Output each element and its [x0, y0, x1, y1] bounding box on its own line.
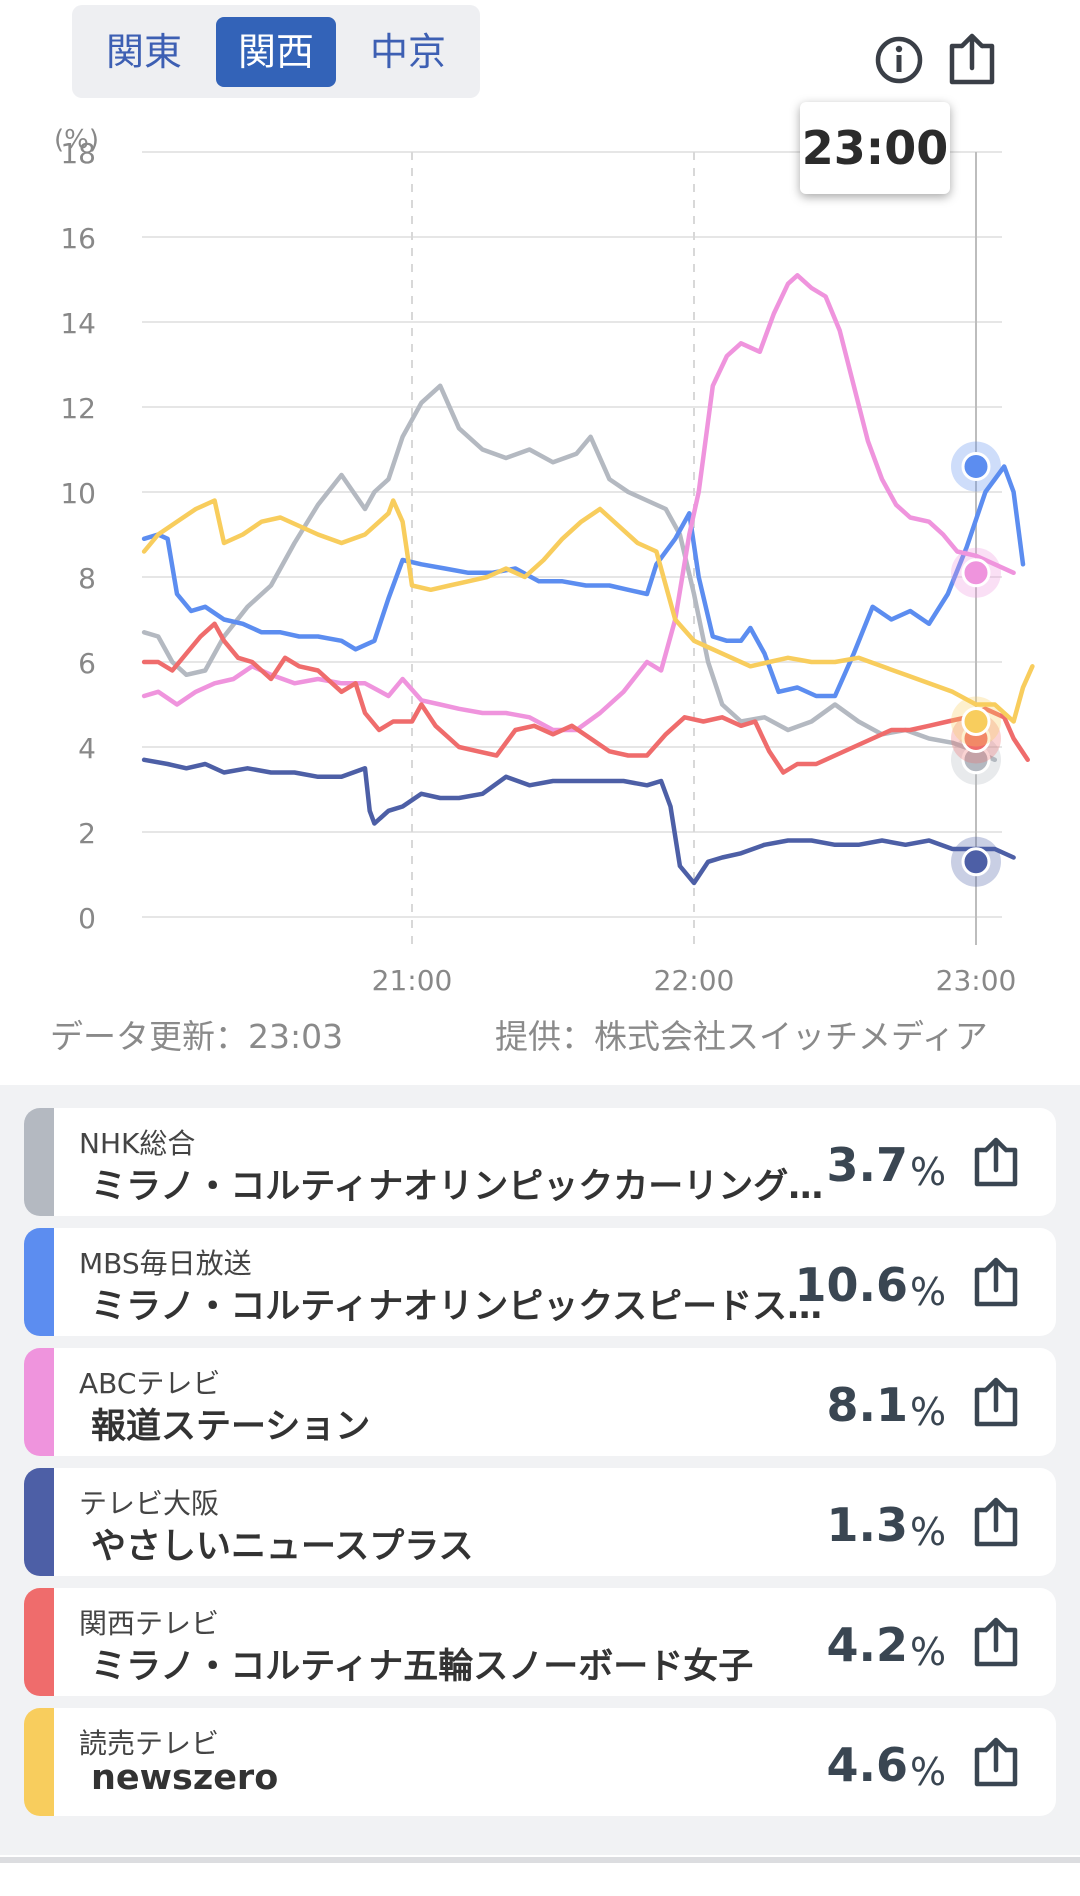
program-title: newszero	[91, 1758, 279, 1798]
channel-color-stripe	[24, 1708, 54, 1816]
program-title: ミラノ・コルティナオリンピックスピードスケート	[91, 1287, 836, 1327]
channel-name: MBS毎日放送	[79, 1247, 252, 1280]
channel-color-stripe	[24, 1348, 54, 1456]
channel-name: 読売テレビ	[79, 1727, 220, 1760]
program-card[interactable]: NHK総合ミラノ・コルティナオリンピックカーリング女子 3.7%	[24, 1108, 1056, 1216]
channel-color-stripe	[24, 1588, 54, 1696]
y-tick-label: 6	[78, 647, 96, 680]
share-icon[interactable]	[971, 1254, 1021, 1310]
program-title: ミラノ・コルティナオリンピックカーリング女子	[91, 1167, 836, 1207]
share-icon[interactable]	[944, 32, 1000, 88]
bottom-divider	[0, 1857, 1080, 1863]
program-card[interactable]: ABCテレビ報道ステーション 8.1%	[24, 1348, 1056, 1456]
program-title: やさしいニュースプラス	[91, 1527, 474, 1567]
y-tick-label: 8	[78, 562, 96, 595]
channel-color-stripe	[24, 1468, 54, 1576]
series-line	[141, 757, 1016, 886]
share-icon[interactable]	[971, 1734, 1021, 1790]
y-tick-label: 16	[60, 222, 96, 255]
rating-unit: %	[910, 1270, 947, 1314]
rating-value: 10.6	[794, 1258, 909, 1312]
channel-name: テレビ大阪	[79, 1487, 220, 1520]
share-icon[interactable]	[971, 1494, 1021, 1550]
time-tooltip: 23:00	[800, 102, 950, 194]
highlight-point	[961, 558, 991, 588]
x-tick-label: 23:00	[936, 964, 1017, 997]
rating-unit: %	[910, 1150, 947, 1194]
rating-value: 8.1	[826, 1378, 909, 1432]
series-line	[141, 273, 1016, 733]
y-axis-label: (%)	[54, 125, 99, 155]
channel-name: 関西テレビ	[79, 1607, 220, 1640]
data-updated-text: データ更新：23:03	[50, 1017, 344, 1056]
y-tick-label: 14	[60, 307, 96, 340]
x-tick-label: 21:00	[372, 964, 453, 997]
share-icon[interactable]	[971, 1374, 1021, 1430]
rating-line-chart: 0 2 4 6 8 10 12 14 16 18(%) 21:00 22:00 23:00	[54, 125, 1035, 997]
program-title: ミラノ・コルティナ五輪スノーボード女子	[91, 1647, 754, 1687]
tab-chukyo[interactable]: 中京	[369, 30, 446, 74]
series-line	[141, 621, 1030, 775]
channel-name: ABCテレビ	[79, 1367, 221, 1400]
share-icon[interactable]	[971, 1134, 1021, 1190]
provider-text: 提供：株式会社スイッチメディア	[495, 1017, 988, 1056]
y-tick-label: 10	[60, 477, 96, 510]
share-icon[interactable]	[971, 1614, 1021, 1670]
y-tick-label: 18	[60, 137, 96, 170]
highlight-point	[961, 847, 991, 877]
tab-kansai[interactable]: 関西	[216, 17, 336, 87]
region-tabs: 関東 関西 中京	[72, 5, 480, 98]
info-icon[interactable]	[871, 32, 927, 88]
channel-color-stripe	[24, 1108, 54, 1216]
program-title: 報道ステーション	[91, 1407, 371, 1447]
rating-value: 1.3	[826, 1498, 909, 1552]
rating-value: 4.2	[826, 1618, 909, 1672]
rating-unit: %	[910, 1390, 947, 1434]
series-line	[141, 383, 998, 763]
rating-unit: %	[910, 1510, 947, 1554]
program-card[interactable]: MBS毎日放送ミラノ・コルティナオリンピックスピードスケート 10.6%	[24, 1228, 1056, 1336]
highlight-point	[961, 452, 991, 481]
x-tick-label: 22:00	[654, 964, 735, 997]
channel-name: NHK総合	[79, 1127, 196, 1160]
program-card[interactable]: 関西テレビミラノ・コルティナ五輪スノーボード女子 4.2%	[24, 1588, 1056, 1696]
rating-value: 3.7	[826, 1138, 909, 1192]
program-card[interactable]: 読売テレビ newszero 4.6%	[24, 1708, 1056, 1816]
rating-value: 4.6	[826, 1738, 909, 1792]
rating-unit: %	[910, 1630, 947, 1674]
y-tick-label: 2	[78, 817, 96, 850]
y-tick-label: 12	[60, 392, 96, 425]
y-tick-label: 4	[78, 732, 96, 765]
rating-unit: %	[910, 1750, 947, 1794]
highlight-point	[961, 707, 991, 736]
tab-kanto[interactable]: 関東	[105, 30, 182, 74]
series-line	[141, 498, 1035, 724]
y-tick-label: 0	[78, 902, 96, 935]
channel-color-stripe	[24, 1228, 54, 1336]
series-line	[141, 464, 1026, 699]
program-card[interactable]: テレビ大阪やさしいニュースプラス 1.3%	[24, 1468, 1056, 1576]
